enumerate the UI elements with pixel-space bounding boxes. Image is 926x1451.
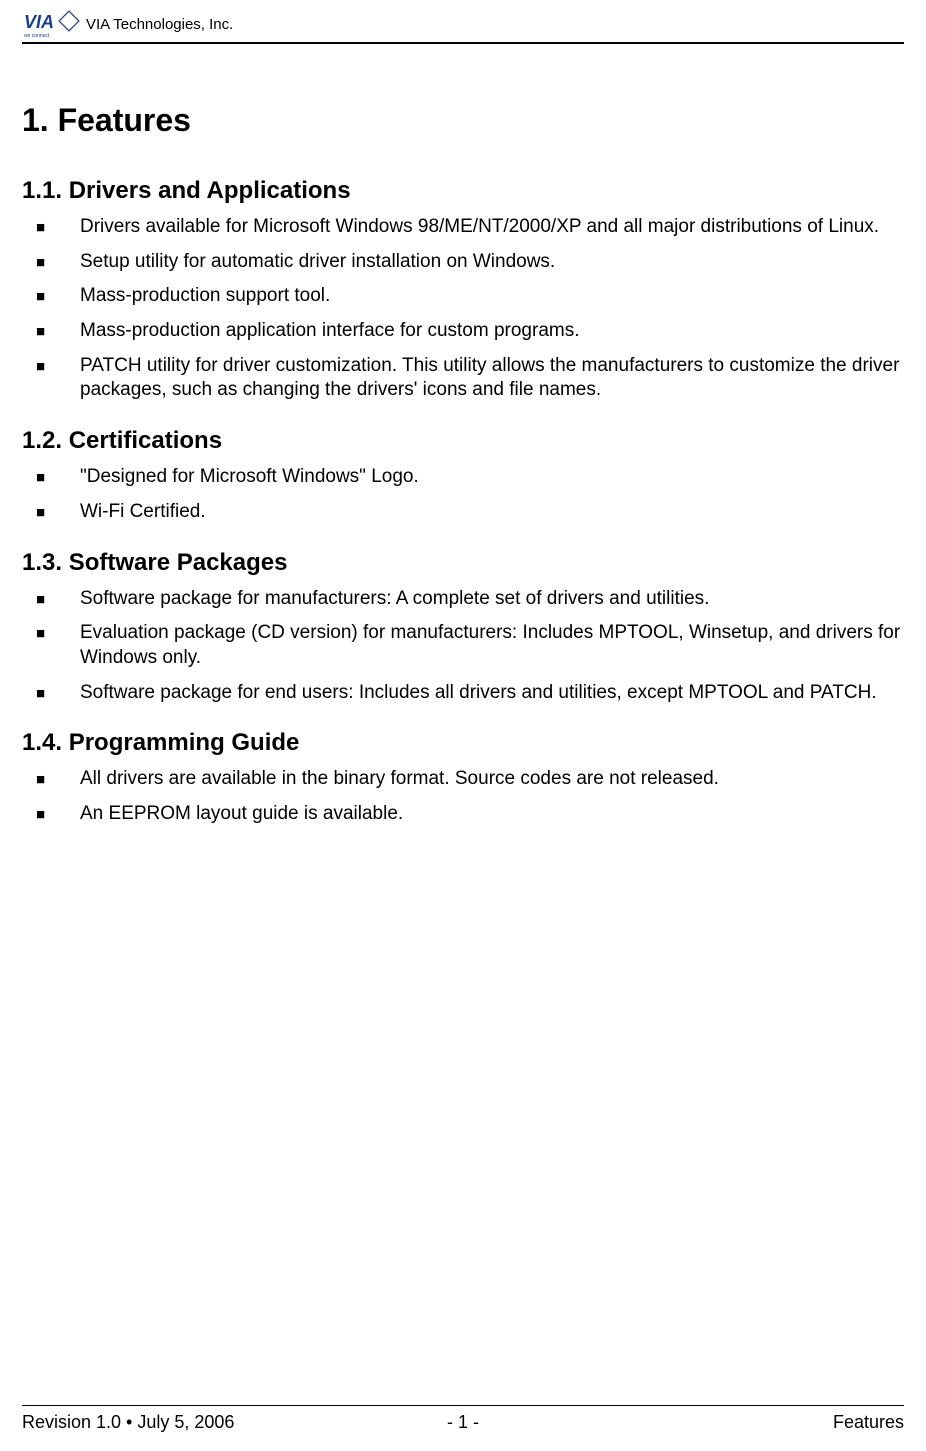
list-item: Mass-production support tool. <box>58 284 904 309</box>
via-logo-icon: VIA we connect <box>22 10 80 38</box>
svg-text:we connect: we connect <box>24 33 50 38</box>
list-1-2: "Designed for Microsoft Windows" Logo. W… <box>22 465 904 524</box>
footer-revision: Revision 1.0 • July 5, 2006 <box>22 1412 234 1433</box>
list-1-3: Software package for manufacturers: A co… <box>22 587 904 706</box>
svg-text:VIA: VIA <box>24 12 54 32</box>
via-logo: VIA we connect <box>22 10 80 38</box>
footer-section: Features <box>833 1412 904 1433</box>
footer-page-number: - 1 - <box>447 1412 479 1433</box>
company-name: VIA Technologies, Inc. <box>86 16 233 33</box>
list-item: Setup utility for automatic driver insta… <box>58 250 904 275</box>
list-item: Software package for manufacturers: A co… <box>58 587 904 612</box>
heading-1-3: 1.3. Software Packages <box>22 549 904 577</box>
page-container: VIA we connect VIA Technologies, Inc. 1.… <box>0 0 926 1451</box>
list-item: Drivers available for Microsoft Windows … <box>58 215 904 240</box>
list-item: "Designed for Microsoft Windows" Logo. <box>58 465 904 490</box>
list-item: Software package for end users: Includes… <box>58 681 904 706</box>
heading-1-2: 1.2. Certifications <box>22 427 904 455</box>
heading-1: 1. Features <box>22 102 904 139</box>
heading-1-4: 1.4. Programming Guide <box>22 729 904 757</box>
heading-1-1: 1.1. Drivers and Applications <box>22 177 904 205</box>
list-1-1: Drivers available for Microsoft Windows … <box>22 215 904 403</box>
page-footer: Revision 1.0 • July 5, 2006 - 1 - Featur… <box>22 1405 904 1433</box>
content-body: 1. Features 1.1. Drivers and Application… <box>22 44 904 827</box>
list-item: Evaluation package (CD version) for manu… <box>58 621 904 670</box>
list-item: All drivers are available in the binary … <box>58 767 904 792</box>
page-header: VIA we connect VIA Technologies, Inc. <box>22 10 904 44</box>
list-1-4: All drivers are available in the binary … <box>22 767 904 826</box>
list-item: Wi-Fi Certified. <box>58 500 904 525</box>
list-item: Mass-production application interface fo… <box>58 319 904 344</box>
list-item: An EEPROM layout guide is available. <box>58 802 904 827</box>
list-item: PATCH utility for driver customization. … <box>58 354 904 403</box>
